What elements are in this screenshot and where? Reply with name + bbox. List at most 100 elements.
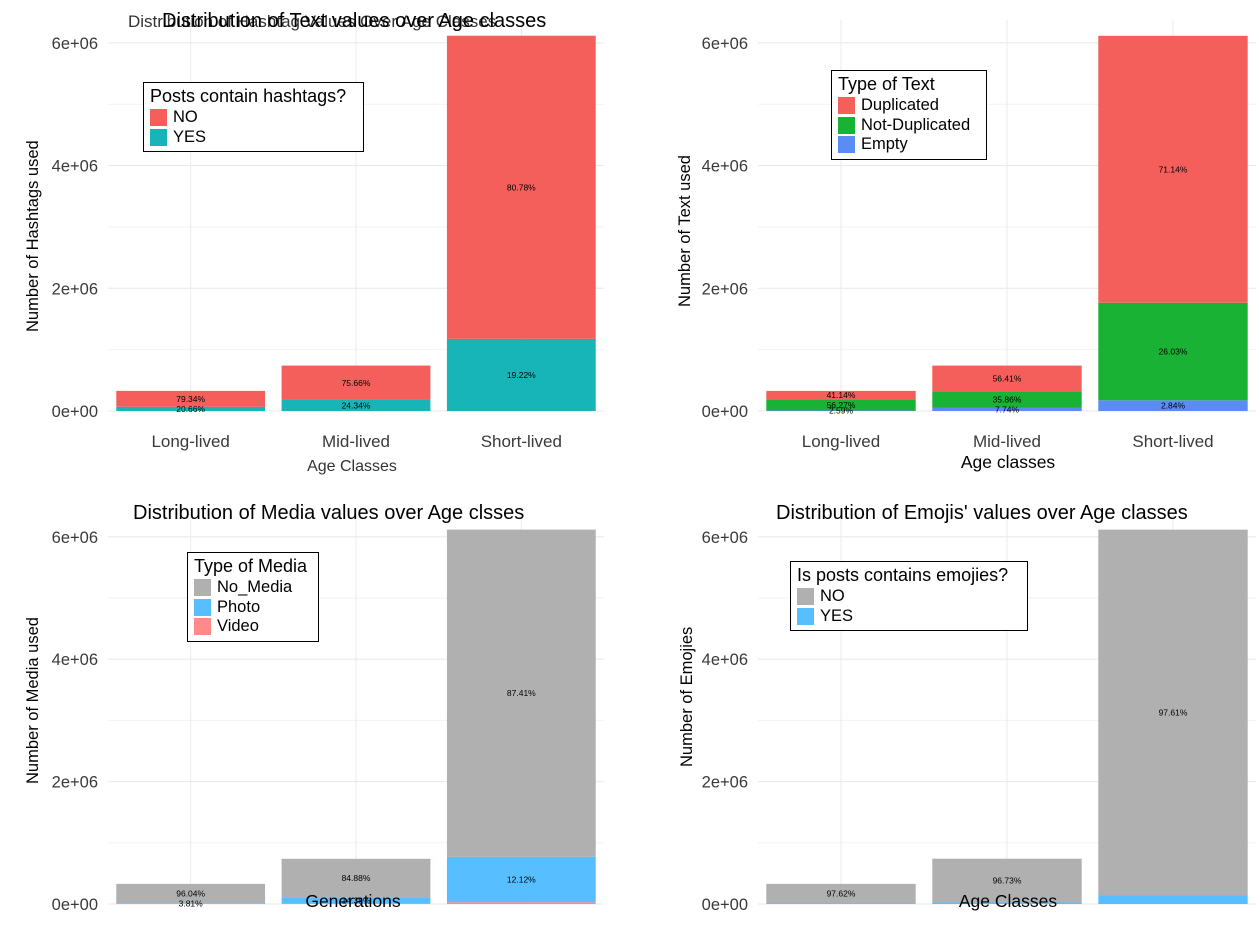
chart-panel-2: 0e+00 2e+06 4e+06 6e+06 2.59% 56.27% 41.14% 7.7…	[628, 0, 1256, 464]
legend-item-yes: YES	[150, 128, 357, 148]
data-label: 2.84%	[1161, 401, 1186, 411]
bar-long-lived-no-media	[116, 883, 266, 904]
x-tick-label: Short-lived	[481, 925, 562, 928]
x-tick-label: Short-lived	[1132, 432, 1213, 451]
legend-item-photo: Photo	[194, 598, 312, 618]
bar-short-lived-photo	[446, 856, 596, 903]
data-label: 24.34%	[342, 400, 371, 410]
bar-long-lived-photo	[116, 903, 266, 904]
bar-long-lived-duplicated	[766, 390, 916, 400]
legend-title: Type of Media	[194, 556, 308, 576]
data-label: 20.66%	[176, 404, 205, 414]
legend-label: Photo	[217, 597, 261, 616]
x-tick-label: Mid-lived	[322, 925, 390, 928]
y-tick-label: 4e+06	[52, 158, 98, 176]
data-label: 26.03%	[1159, 347, 1188, 357]
legend-swatch	[838, 136, 855, 154]
bar-short-lived-empty	[1098, 400, 1248, 411]
legend-label: Video	[217, 617, 259, 636]
y-tick-label: 2e+06	[52, 774, 98, 792]
bar-short-lived-duplicated	[1098, 35, 1248, 303]
data-label: 75.66%	[342, 378, 371, 388]
x-axis-label: Age classes	[960, 452, 1056, 472]
legend-title: Type of Text	[838, 74, 935, 94]
legend-swatch	[797, 607, 814, 625]
data-label: 80.78%	[507, 182, 536, 192]
chart-title: Distribution of Hashtag Values Over Age …	[128, 12, 497, 31]
x-tick-label: Mid-lived	[973, 432, 1041, 451]
bar-short-lived-no	[1098, 529, 1248, 896]
data-label: 7.74%	[995, 404, 1020, 414]
data-label: 41.14%	[827, 390, 856, 400]
bars: 3.81%96.04% 14.38% 84.88% 12.12% 87.41%	[116, 529, 596, 909]
legend-label: No_Media	[217, 578, 293, 597]
y-axis-label: Number of Emojies	[678, 626, 696, 767]
legend: Type of Text Duplicated Not-Duplicated Empt…	[831, 70, 987, 160]
x-tick-label: Short-lived	[481, 432, 562, 451]
y-tick-label: 6e+06	[52, 35, 98, 53]
legend-item-no: NO	[797, 587, 1021, 607]
bar-mid-lived-empty	[932, 407, 1082, 411]
bar-long-lived-yes	[116, 406, 266, 411]
chart-panel-3: 0e+00 2e+06 4e+06 6e+06 3.81% 96.04% 14.38% 84.…	[0, 464, 628, 928]
data-label: 97.62%	[827, 889, 856, 899]
y-axis-label: Number of Text used	[676, 155, 694, 307]
legend-item-empty: Empty	[838, 135, 980, 155]
x-tick-label: Short-lived	[1132, 925, 1213, 928]
x-tick-label: Long-lived	[151, 925, 229, 928]
bar-mid-lived-photo	[281, 897, 431, 904]
legend-swatch	[838, 116, 855, 134]
legend-item-not-duplicated: Not-Duplicated	[838, 116, 980, 136]
x-axis-label: Generations	[305, 891, 401, 911]
legend: Is posts contains emojies? NO YES	[790, 561, 1028, 631]
data-label: 79.34%	[176, 394, 205, 404]
legend-label: YES	[820, 606, 854, 625]
y-tick-label: 6e+06	[52, 529, 98, 547]
data-label: 19.22%	[507, 370, 536, 380]
x-tick-label: Mid-lived	[973, 925, 1041, 928]
chart-title: Distribution of Media values over Age cl…	[133, 502, 525, 524]
data-label: 14.38%	[342, 895, 371, 905]
chart-title: Distribution of Text values over Age cla…	[162, 10, 547, 32]
legend-label: NO	[820, 587, 845, 606]
data-label: 56.27%	[827, 400, 856, 410]
data-label: 35.86%	[993, 394, 1022, 404]
legend-swatch	[194, 579, 211, 597]
bar-short-lived-yes	[1098, 895, 1248, 904]
legend-swatch	[838, 97, 855, 115]
chart-svg: 0e+00 2e+06 4e+06 6e+06 3.81%96.04% 14.38% 84.…	[52, 514, 604, 928]
chart-panel-4: 0e+00 2e+06 4e+06 6e+06 97.62% 96.73% 97.61% Lo…	[628, 464, 1256, 928]
bar-short-lived-video	[446, 902, 596, 904]
legend-title: Is posts contains emojies?	[797, 565, 1009, 585]
y-tick-label: 4e+06	[702, 651, 748, 669]
data-label: 97.61%	[1159, 707, 1188, 717]
data-label: 12.12%	[507, 875, 536, 885]
x-axis-label: Age Classes	[307, 458, 397, 475]
legend-label: YES	[173, 127, 207, 146]
y-axis-label: Number of Media used	[24, 616, 42, 784]
chart-svg: 0e+00 2e+06 4e+06 6e+06 97.62% 96.73% 97.61% Lo…	[702, 514, 1256, 928]
legend-item-yes: YES	[797, 607, 1021, 627]
bar-mid-lived-not-duplicated	[932, 391, 1082, 408]
legend-item-no: NO	[150, 108, 357, 128]
y-tick-label: 4e+06	[52, 651, 98, 669]
data-label: 3.81%	[179, 899, 204, 909]
bar-short-lived-no	[446, 35, 596, 339]
y-tick-label: 6e+06	[702, 35, 748, 53]
legend-item-video: Video	[194, 617, 312, 637]
legend-label: Empty	[861, 135, 908, 154]
y-tick-label: 0e+00	[702, 896, 748, 914]
y-axis-label: Number of Hashtags used	[24, 140, 42, 332]
x-axis-label: Age Classes	[958, 891, 1058, 911]
y-tick-label: 2e+06	[52, 280, 98, 298]
legend-swatch	[194, 618, 211, 636]
data-label: 84.88%	[342, 873, 371, 883]
bar-long-lived-empty	[766, 410, 916, 411]
bar-mid-lived-no	[281, 365, 431, 400]
bar-long-lived-not-duplicated	[766, 399, 916, 411]
legend-item-duplicated: Duplicated	[838, 96, 980, 116]
y-tick-label: 0e+00	[52, 896, 98, 914]
y-tick-label: 2e+06	[702, 774, 748, 792]
y-tick-label: 6e+06	[702, 529, 748, 547]
legend-title: Posts contain hashtags?	[150, 86, 347, 106]
